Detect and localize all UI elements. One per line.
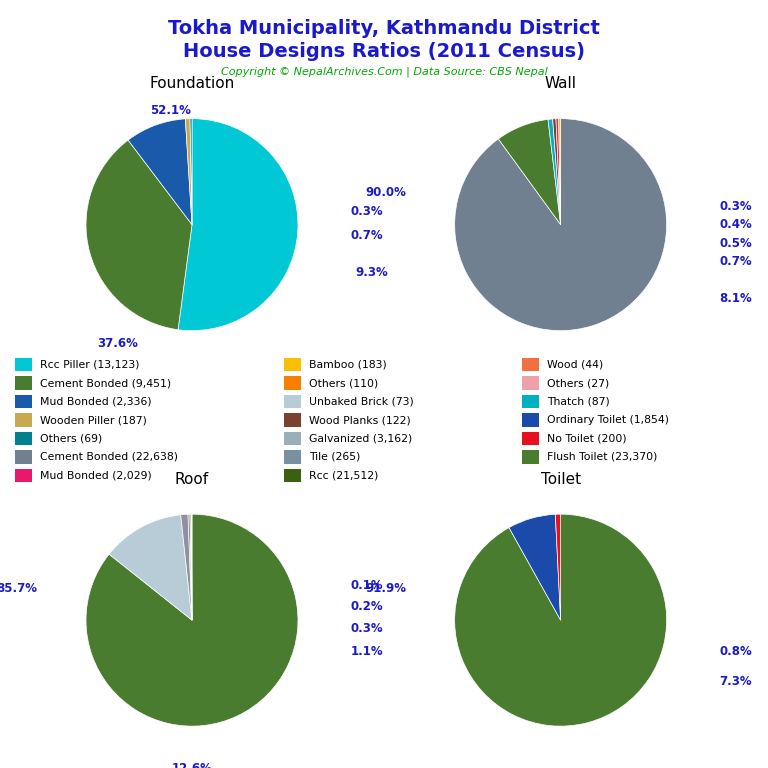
Wedge shape xyxy=(128,119,192,224)
Text: 91.9%: 91.9% xyxy=(366,582,406,595)
Text: Bamboo (183): Bamboo (183) xyxy=(309,359,386,369)
Wedge shape xyxy=(498,119,561,224)
Text: 0.7%: 0.7% xyxy=(719,255,752,268)
Bar xyxy=(15,468,32,482)
Wedge shape xyxy=(548,119,561,224)
Bar xyxy=(15,358,32,372)
Text: 0.7%: 0.7% xyxy=(350,229,383,242)
Bar xyxy=(522,432,539,445)
Bar xyxy=(284,413,301,427)
Text: 0.4%: 0.4% xyxy=(719,218,752,231)
Title: Foundation: Foundation xyxy=(149,76,235,91)
Text: Ordinary Toilet (1,854): Ordinary Toilet (1,854) xyxy=(547,415,669,425)
Wedge shape xyxy=(109,515,192,621)
Text: Rcc Piller (13,123): Rcc Piller (13,123) xyxy=(40,359,140,369)
Bar xyxy=(15,395,32,409)
Wedge shape xyxy=(509,515,561,621)
Text: 0.3%: 0.3% xyxy=(719,200,752,213)
Text: Copyright © NepalArchives.Com | Data Source: CBS Nepal: Copyright © NepalArchives.Com | Data Sou… xyxy=(220,67,548,78)
Bar xyxy=(522,413,539,427)
Text: Tokha Municipality, Kathmandu District: Tokha Municipality, Kathmandu District xyxy=(168,19,600,38)
Text: Rcc (21,512): Rcc (21,512) xyxy=(309,471,378,481)
Text: Cement Bonded (22,638): Cement Bonded (22,638) xyxy=(40,452,178,462)
Bar xyxy=(522,450,539,464)
Bar xyxy=(15,450,32,464)
Bar xyxy=(522,358,539,372)
Text: 52.1%: 52.1% xyxy=(151,104,191,118)
Text: Wood Planks (122): Wood Planks (122) xyxy=(309,415,410,425)
Text: Others (69): Others (69) xyxy=(40,433,102,444)
Text: 90.0%: 90.0% xyxy=(366,187,406,200)
Bar xyxy=(284,450,301,464)
Wedge shape xyxy=(455,515,667,726)
Wedge shape xyxy=(178,118,298,330)
Text: Others (110): Others (110) xyxy=(309,378,378,388)
Text: Others (27): Others (27) xyxy=(547,378,609,388)
Wedge shape xyxy=(86,140,192,329)
Text: Flush Toilet (23,370): Flush Toilet (23,370) xyxy=(547,452,657,462)
Wedge shape xyxy=(190,515,192,621)
Bar xyxy=(284,358,301,372)
Title: Roof: Roof xyxy=(175,472,209,486)
Text: 1.1%: 1.1% xyxy=(350,645,383,658)
Wedge shape xyxy=(180,515,192,621)
Wedge shape xyxy=(555,515,561,621)
Text: 0.2%: 0.2% xyxy=(350,601,383,614)
Text: 0.5%: 0.5% xyxy=(719,237,752,250)
Title: Toilet: Toilet xyxy=(541,472,581,486)
Text: Unbaked Brick (73): Unbaked Brick (73) xyxy=(309,396,413,406)
Wedge shape xyxy=(558,118,561,224)
Bar xyxy=(15,432,32,445)
Text: 0.1%: 0.1% xyxy=(350,579,383,592)
Text: 37.6%: 37.6% xyxy=(98,337,138,350)
Text: 0.3%: 0.3% xyxy=(350,205,383,218)
Text: 0.3%: 0.3% xyxy=(350,621,383,634)
Wedge shape xyxy=(553,119,561,224)
Text: House Designs Ratios (2011 Census): House Designs Ratios (2011 Census) xyxy=(183,42,585,61)
Text: 9.3%: 9.3% xyxy=(356,266,389,279)
Wedge shape xyxy=(556,119,561,224)
Text: 7.3%: 7.3% xyxy=(719,674,752,687)
Title: Wall: Wall xyxy=(545,76,577,91)
Text: 12.6%: 12.6% xyxy=(171,762,213,768)
Bar xyxy=(284,395,301,409)
Text: 8.1%: 8.1% xyxy=(719,293,752,306)
Text: Galvanized (3,162): Galvanized (3,162) xyxy=(309,433,412,444)
Text: Cement Bonded (9,451): Cement Bonded (9,451) xyxy=(40,378,171,388)
Bar xyxy=(284,432,301,445)
Text: 85.7%: 85.7% xyxy=(0,582,38,595)
Text: 0.8%: 0.8% xyxy=(719,645,752,658)
Text: Mud Bonded (2,029): Mud Bonded (2,029) xyxy=(40,471,152,481)
Wedge shape xyxy=(188,515,192,621)
Wedge shape xyxy=(455,118,667,330)
Text: Wooden Piller (187): Wooden Piller (187) xyxy=(40,415,147,425)
Bar xyxy=(284,376,301,390)
Bar xyxy=(15,376,32,390)
Bar xyxy=(284,468,301,482)
Text: Tile (265): Tile (265) xyxy=(309,452,360,462)
Text: Wood (44): Wood (44) xyxy=(547,359,603,369)
Wedge shape xyxy=(185,119,192,224)
Wedge shape xyxy=(190,118,192,224)
Text: Mud Bonded (2,336): Mud Bonded (2,336) xyxy=(40,396,151,406)
Bar xyxy=(15,413,32,427)
Bar xyxy=(522,376,539,390)
Text: No Toilet (200): No Toilet (200) xyxy=(547,433,627,444)
Wedge shape xyxy=(86,515,298,726)
Bar xyxy=(522,395,539,409)
Text: Thatch (87): Thatch (87) xyxy=(547,396,610,406)
